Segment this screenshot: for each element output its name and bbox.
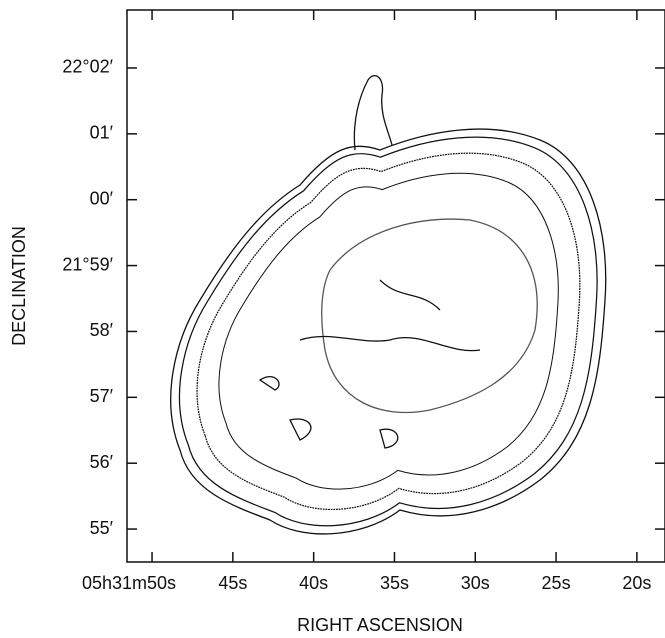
x-tick-label: 25s [542, 573, 571, 593]
y-tick-label: 56′ [90, 452, 114, 472]
x-tick-label: 45s [218, 573, 247, 593]
y-tick-label: 00′ [90, 188, 114, 208]
y-axis-title: DECLINATION [9, 226, 29, 346]
jet-contour [354, 76, 392, 150]
y-tick-label: 58′ [90, 320, 114, 340]
x-tick-label: 30s [461, 573, 490, 593]
y-tick-label: 57′ [90, 386, 114, 406]
x-tick-label: 05h31m50s [82, 573, 176, 593]
y-tick-label: 55′ [90, 518, 114, 538]
y-tick-label: 21°59′ [62, 254, 113, 274]
chart: RIGHT ASCENSION DECLINATION 05h31m50s 45s… [0, 0, 665, 638]
nebula-contours [171, 76, 606, 534]
x-tick-label: 40s [299, 573, 328, 593]
outer-contour [171, 129, 606, 534]
x-axis-title: RIGHT ASCENSION [297, 615, 463, 635]
y-tick-label: 22°02′ [62, 57, 113, 77]
stipple-ring [197, 153, 580, 509]
x-tick-label: 35s [380, 573, 409, 593]
stipple-ring-core [197, 153, 580, 509]
x-tick-label: 20s [622, 573, 651, 593]
y-tick-label: 01′ [90, 123, 114, 143]
inner-contour [219, 173, 558, 489]
filament-contour [260, 280, 480, 448]
plot-frame [127, 10, 665, 562]
inner-gray-contour [322, 219, 537, 412]
